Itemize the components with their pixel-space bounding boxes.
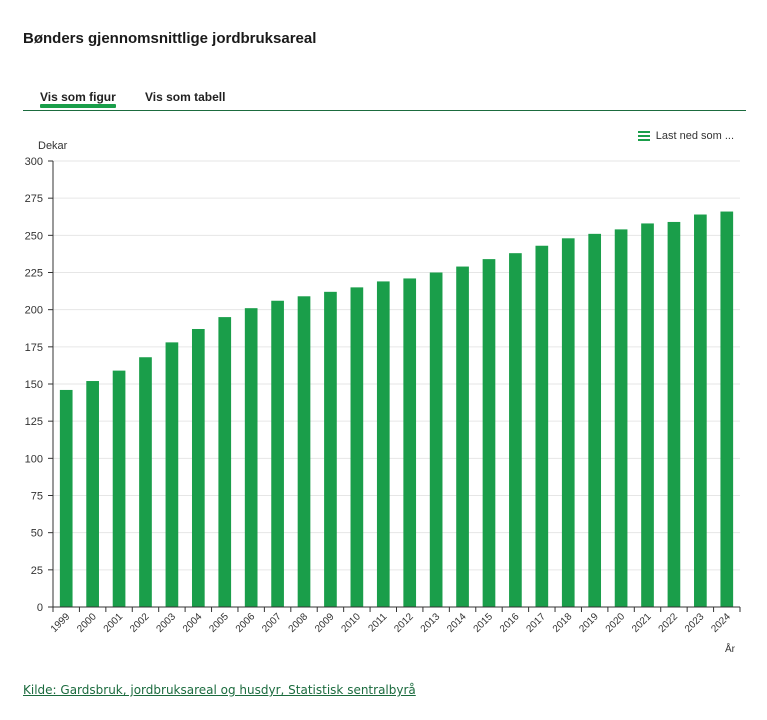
x-tick-label: 2006 [234,611,258,635]
x-tick-label: 2020 [604,611,628,635]
bar-2018 [561,238,575,607]
bar-2010 [350,287,364,607]
bar-2011 [376,281,390,607]
y-tick-label: 100 [25,453,43,465]
y-tick-label: 275 [25,193,43,205]
menu-icon [637,131,650,141]
bar-2006 [244,308,258,607]
y-tick-label: 200 [25,305,43,317]
x-tick-label: 2014 [445,611,469,635]
x-tick-label: 2004 [181,611,205,635]
x-tick-label: 2017 [524,611,548,635]
x-tick-label: 2016 [498,611,522,635]
x-tick-label: 2009 [313,611,337,635]
bar-1999 [59,389,73,607]
x-tick-label: 2010 [339,611,363,635]
bar-2021 [641,223,654,607]
y-tick-label: 250 [25,230,43,242]
y-tick-label: 75 [31,491,43,503]
x-tick-label: 2021 [630,611,654,635]
x-tick-label: 2001 [102,611,126,635]
tab-figure-label: Vis som figur [40,90,116,104]
x-tick-label: 2018 [551,611,575,635]
tab-table-label: Vis som tabell [145,90,226,104]
bar-2014 [456,266,469,607]
y-tick-label: 25 [31,565,43,577]
bar-2005 [218,317,232,607]
y-tick-label: 150 [25,379,43,391]
x-tick-label: 2012 [392,611,416,635]
x-tick-label: 2005 [207,611,231,635]
bar-2004 [191,328,205,607]
y-tick-label: 300 [25,156,43,168]
bar-2012 [403,278,417,607]
bar-2009 [324,291,337,607]
active-tab-indicator [40,104,116,108]
y-tick-label: 225 [25,268,43,280]
download-button[interactable]: Last ned som ... [637,130,734,142]
page-title: Bønders gjennomsnittlige jordbruksareal [23,30,317,47]
x-tick-label: 2008 [287,611,311,635]
x-tick-label: 2011 [366,611,389,634]
x-tick-label: 2003 [155,611,179,635]
view-tabs: Vis som figur Vis som tabell [23,90,746,111]
download-label: Last ned som ... [655,130,734,142]
bar-2001 [112,370,126,607]
y-tick-label: 0 [37,602,43,614]
bar-2024 [720,211,734,607]
x-tick-label: 2022 [657,611,681,635]
bar-2007 [271,300,284,607]
bar-2022 [667,221,681,607]
bar-2002 [139,357,152,607]
x-tick-label: 2019 [577,611,601,635]
tab-figure[interactable]: Vis som figur [40,90,116,108]
bar-2016 [509,253,522,607]
x-tick-label: 2023 [683,611,707,635]
y-tick-label: 175 [25,342,43,354]
bar-2017 [535,245,549,608]
x-tick-label: 2015 [472,611,496,635]
x-tick-label: 2007 [260,611,284,635]
x-tick-label: 1999 [49,611,73,635]
y-tick-label: 125 [25,416,43,428]
tab-table[interactable]: Vis som tabell [145,90,225,104]
bar-2020 [614,229,628,608]
y-tick-label: 50 [31,528,43,540]
bar-2023 [694,214,707,607]
bar-2019 [588,233,602,607]
bar-2008 [297,296,311,607]
bar-2015 [482,259,496,607]
x-tick-label: 2002 [128,611,152,635]
x-tick-label: 2013 [419,611,443,635]
bar-2013 [429,272,443,607]
bar-2000 [86,381,99,607]
source-link[interactable]: Kilde: Gardsbruk, jordbruksareal og husd… [23,683,416,697]
y-axis-label: Dekar [38,140,68,152]
x-tick-label: 2024 [709,611,733,635]
bar-2003 [165,342,179,607]
x-tick-label: 2000 [75,611,99,635]
x-axis-label: År [725,642,736,655]
